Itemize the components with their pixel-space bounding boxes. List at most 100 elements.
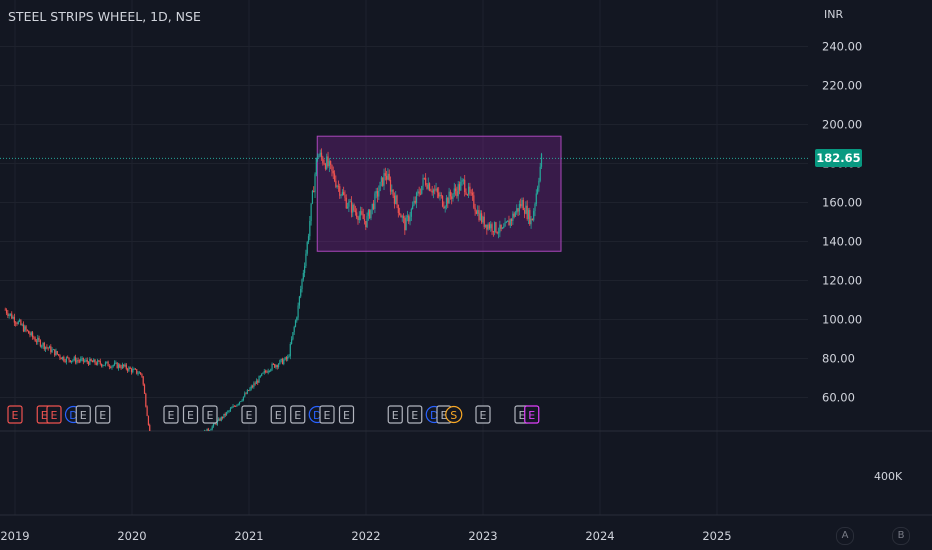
candle-body: [482, 216, 484, 223]
candle-body: [76, 360, 78, 363]
event-marker[interactable]: E: [290, 405, 306, 424]
candle-body: [539, 166, 541, 181]
candle-body: [165, 447, 166, 448]
dividend-marker-shape: [445, 405, 463, 424]
event-marker[interactable]: E: [182, 405, 199, 424]
candle-body: [378, 190, 380, 197]
candle-body: [422, 177, 424, 186]
candle-body: [279, 360, 281, 365]
candle-body: [264, 371, 267, 372]
candle-body: [152, 444, 153, 445]
event-marker-label: E: [207, 409, 214, 422]
event-marker[interactable]: E: [241, 405, 257, 424]
candle-body: [35, 341, 38, 343]
candle-body: [409, 216, 411, 222]
candle-body: [212, 423, 215, 427]
candle-body: [496, 232, 498, 234]
candle-body: [78, 360, 81, 362]
event-marker[interactable]: E: [46, 405, 62, 424]
candle-body: [418, 191, 420, 194]
candle-body: [29, 333, 31, 336]
candle-body: [126, 368, 129, 371]
candle-body: [404, 218, 406, 231]
candle-body: [272, 363, 274, 365]
candle-body: [153, 445, 154, 446]
candle-body: [380, 177, 383, 182]
earnings-marker-shape: [290, 405, 306, 424]
event-marker[interactable]: E: [202, 405, 218, 424]
event-marker[interactable]: E: [475, 405, 491, 424]
candle-body: [15, 322, 17, 324]
candle-body: [205, 430, 207, 431]
event-marker-label: E: [441, 409, 448, 422]
event-marker-label: E: [480, 409, 487, 422]
candle-body: [91, 361, 94, 363]
candle-body: [425, 178, 427, 185]
candle-body: [320, 152, 323, 158]
candle-body: [431, 191, 433, 193]
candle-body: [518, 204, 520, 212]
event-marker[interactable]: E: [163, 405, 179, 424]
candle-body: [99, 361, 101, 364]
candle-body: [82, 357, 84, 362]
candle-body: [218, 418, 220, 421]
candle-body: [397, 204, 399, 213]
candle-body: [387, 173, 389, 180]
candle-body: [104, 362, 107, 365]
candle-body: [288, 356, 290, 358]
auto-scale-button[interactable]: A: [836, 527, 854, 545]
candle-body: [520, 204, 522, 207]
event-marker[interactable]: E: [407, 405, 423, 424]
event-marker[interactable]: E: [270, 405, 286, 424]
candle-body: [408, 215, 410, 222]
candle-body: [38, 337, 40, 341]
earnings-marker-shape: [182, 405, 199, 424]
candle-body: [495, 222, 497, 233]
candle-body: [479, 213, 481, 221]
candle-body: [356, 212, 358, 218]
candle-body: [31, 332, 34, 338]
candle-body: [237, 403, 239, 405]
event-marker[interactable]: E: [319, 405, 335, 424]
earnings-marker-shape: [387, 405, 403, 424]
earnings-marker-shape: [524, 405, 540, 424]
candle-body: [440, 194, 442, 196]
candle-body: [376, 191, 379, 197]
candle-body: [488, 224, 491, 229]
candle-body: [59, 355, 61, 358]
event-marker[interactable]: E: [524, 405, 540, 424]
event-marker[interactable]: E: [75, 405, 91, 424]
candle-body: [89, 358, 91, 365]
candle-body: [486, 224, 488, 230]
candle-body: [266, 371, 268, 373]
candle-body: [309, 221, 311, 237]
candle-body: [432, 189, 435, 193]
event-marker[interactable]: S: [445, 405, 463, 424]
candle-body: [191, 439, 192, 440]
event-marker[interactable]: E: [338, 405, 355, 424]
candle-body: [156, 446, 157, 447]
candle-body: [142, 376, 144, 385]
candle-body: [399, 212, 401, 215]
candle-body: [300, 288, 302, 297]
candle-body: [474, 207, 476, 212]
b-button[interactable]: B: [892, 527, 910, 545]
candle-body: [68, 357, 70, 361]
candle-body: [491, 224, 493, 232]
candle-body: [319, 152, 321, 156]
candle-body: [24, 326, 26, 332]
candle-body: [46, 346, 48, 348]
candle-body: [216, 420, 219, 425]
candle-body: [337, 185, 340, 187]
event-marker[interactable]: E: [95, 405, 111, 424]
candle-body: [187, 441, 188, 443]
candle-body: [287, 356, 289, 360]
volume-axis-label: 400K: [874, 470, 903, 483]
earnings-marker-shape: [202, 405, 218, 424]
event-marker[interactable]: E: [7, 405, 23, 424]
candle-body: [214, 423, 216, 425]
candle-body: [426, 184, 428, 189]
event-marker[interactable]: E: [387, 405, 403, 424]
candle-body: [174, 446, 175, 447]
